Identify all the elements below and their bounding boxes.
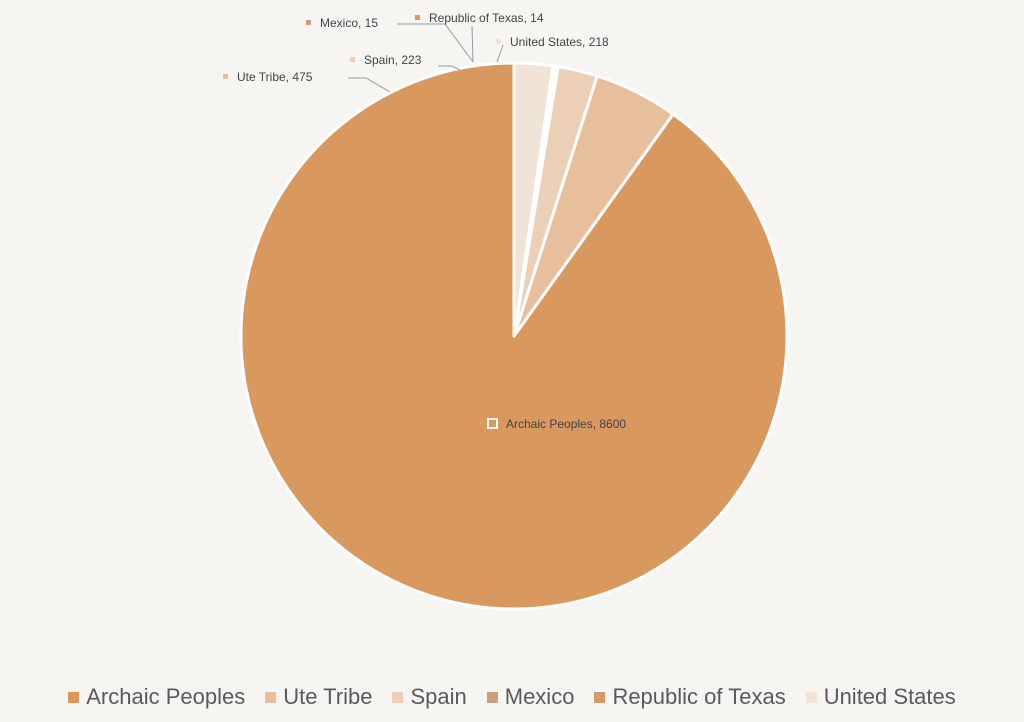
legend-swatch bbox=[392, 691, 404, 703]
data-label-ute-tribe: Ute Tribe, 475 bbox=[223, 70, 313, 84]
legend-item-republic-of-texas: Republic of Texas bbox=[594, 684, 786, 710]
data-label-swatch bbox=[350, 57, 355, 62]
data-label-text: Republic of Texas, 14 bbox=[429, 11, 544, 25]
legend-item-archaic-peoples: Archaic Peoples bbox=[68, 684, 245, 710]
chart-legend: Archaic Peoples Ute Tribe Spain Mexico Repub… bbox=[0, 684, 1024, 710]
leader-line-ute-tribe bbox=[348, 77, 391, 93]
leader-line-spain bbox=[438, 65, 461, 71]
data-label-mexico: Mexico, 15 bbox=[306, 16, 378, 30]
data-label-text: Archaic Peoples, 8600 bbox=[506, 417, 626, 431]
data-label-swatch bbox=[415, 15, 420, 20]
legend-swatch bbox=[805, 691, 817, 703]
legend-swatch bbox=[486, 691, 498, 703]
legend-label: Mexico bbox=[504, 684, 575, 709]
data-label-swatch bbox=[306, 20, 311, 25]
legend-item-mexico: Mexico bbox=[486, 684, 575, 710]
data-label-text: Spain, 223 bbox=[364, 53, 422, 67]
legend-item-spain: Spain bbox=[392, 684, 467, 710]
data-label-text: Ute Tribe, 475 bbox=[237, 70, 313, 84]
leader-line-republic-of-texas bbox=[471, 25, 474, 63]
leader-line-united-states bbox=[496, 44, 504, 63]
legend-item-united-states: United States bbox=[805, 684, 956, 710]
data-label-united-states: United States, 218 bbox=[496, 35, 609, 49]
legend-item-ute-tribe: Ute Tribe bbox=[265, 684, 372, 710]
legend-label: Republic of Texas bbox=[612, 684, 786, 709]
data-label-swatch bbox=[487, 418, 498, 429]
legend-label: United States bbox=[823, 684, 956, 709]
data-label-spain: Spain, 223 bbox=[350, 53, 422, 67]
legend-label: Spain bbox=[410, 684, 467, 709]
legend-label: Archaic Peoples bbox=[86, 684, 246, 709]
leader-line-mexico bbox=[397, 23, 474, 63]
data-label-republic-of-texas: Republic of Texas, 14 bbox=[415, 11, 544, 25]
pie-slice-united-states bbox=[512, 61, 555, 338]
legend-label: Ute Tribe bbox=[283, 684, 373, 709]
data-label-text: Mexico, 15 bbox=[320, 16, 378, 30]
data-label-swatch bbox=[223, 74, 228, 79]
legend-swatch bbox=[68, 691, 80, 703]
legend-swatch bbox=[265, 691, 277, 703]
legend-swatch bbox=[594, 691, 606, 703]
data-label-text: United States, 218 bbox=[510, 35, 609, 49]
data-label-swatch bbox=[496, 39, 501, 44]
data-label-archaic-peoples: Archaic Peoples, 8600 bbox=[487, 417, 626, 431]
